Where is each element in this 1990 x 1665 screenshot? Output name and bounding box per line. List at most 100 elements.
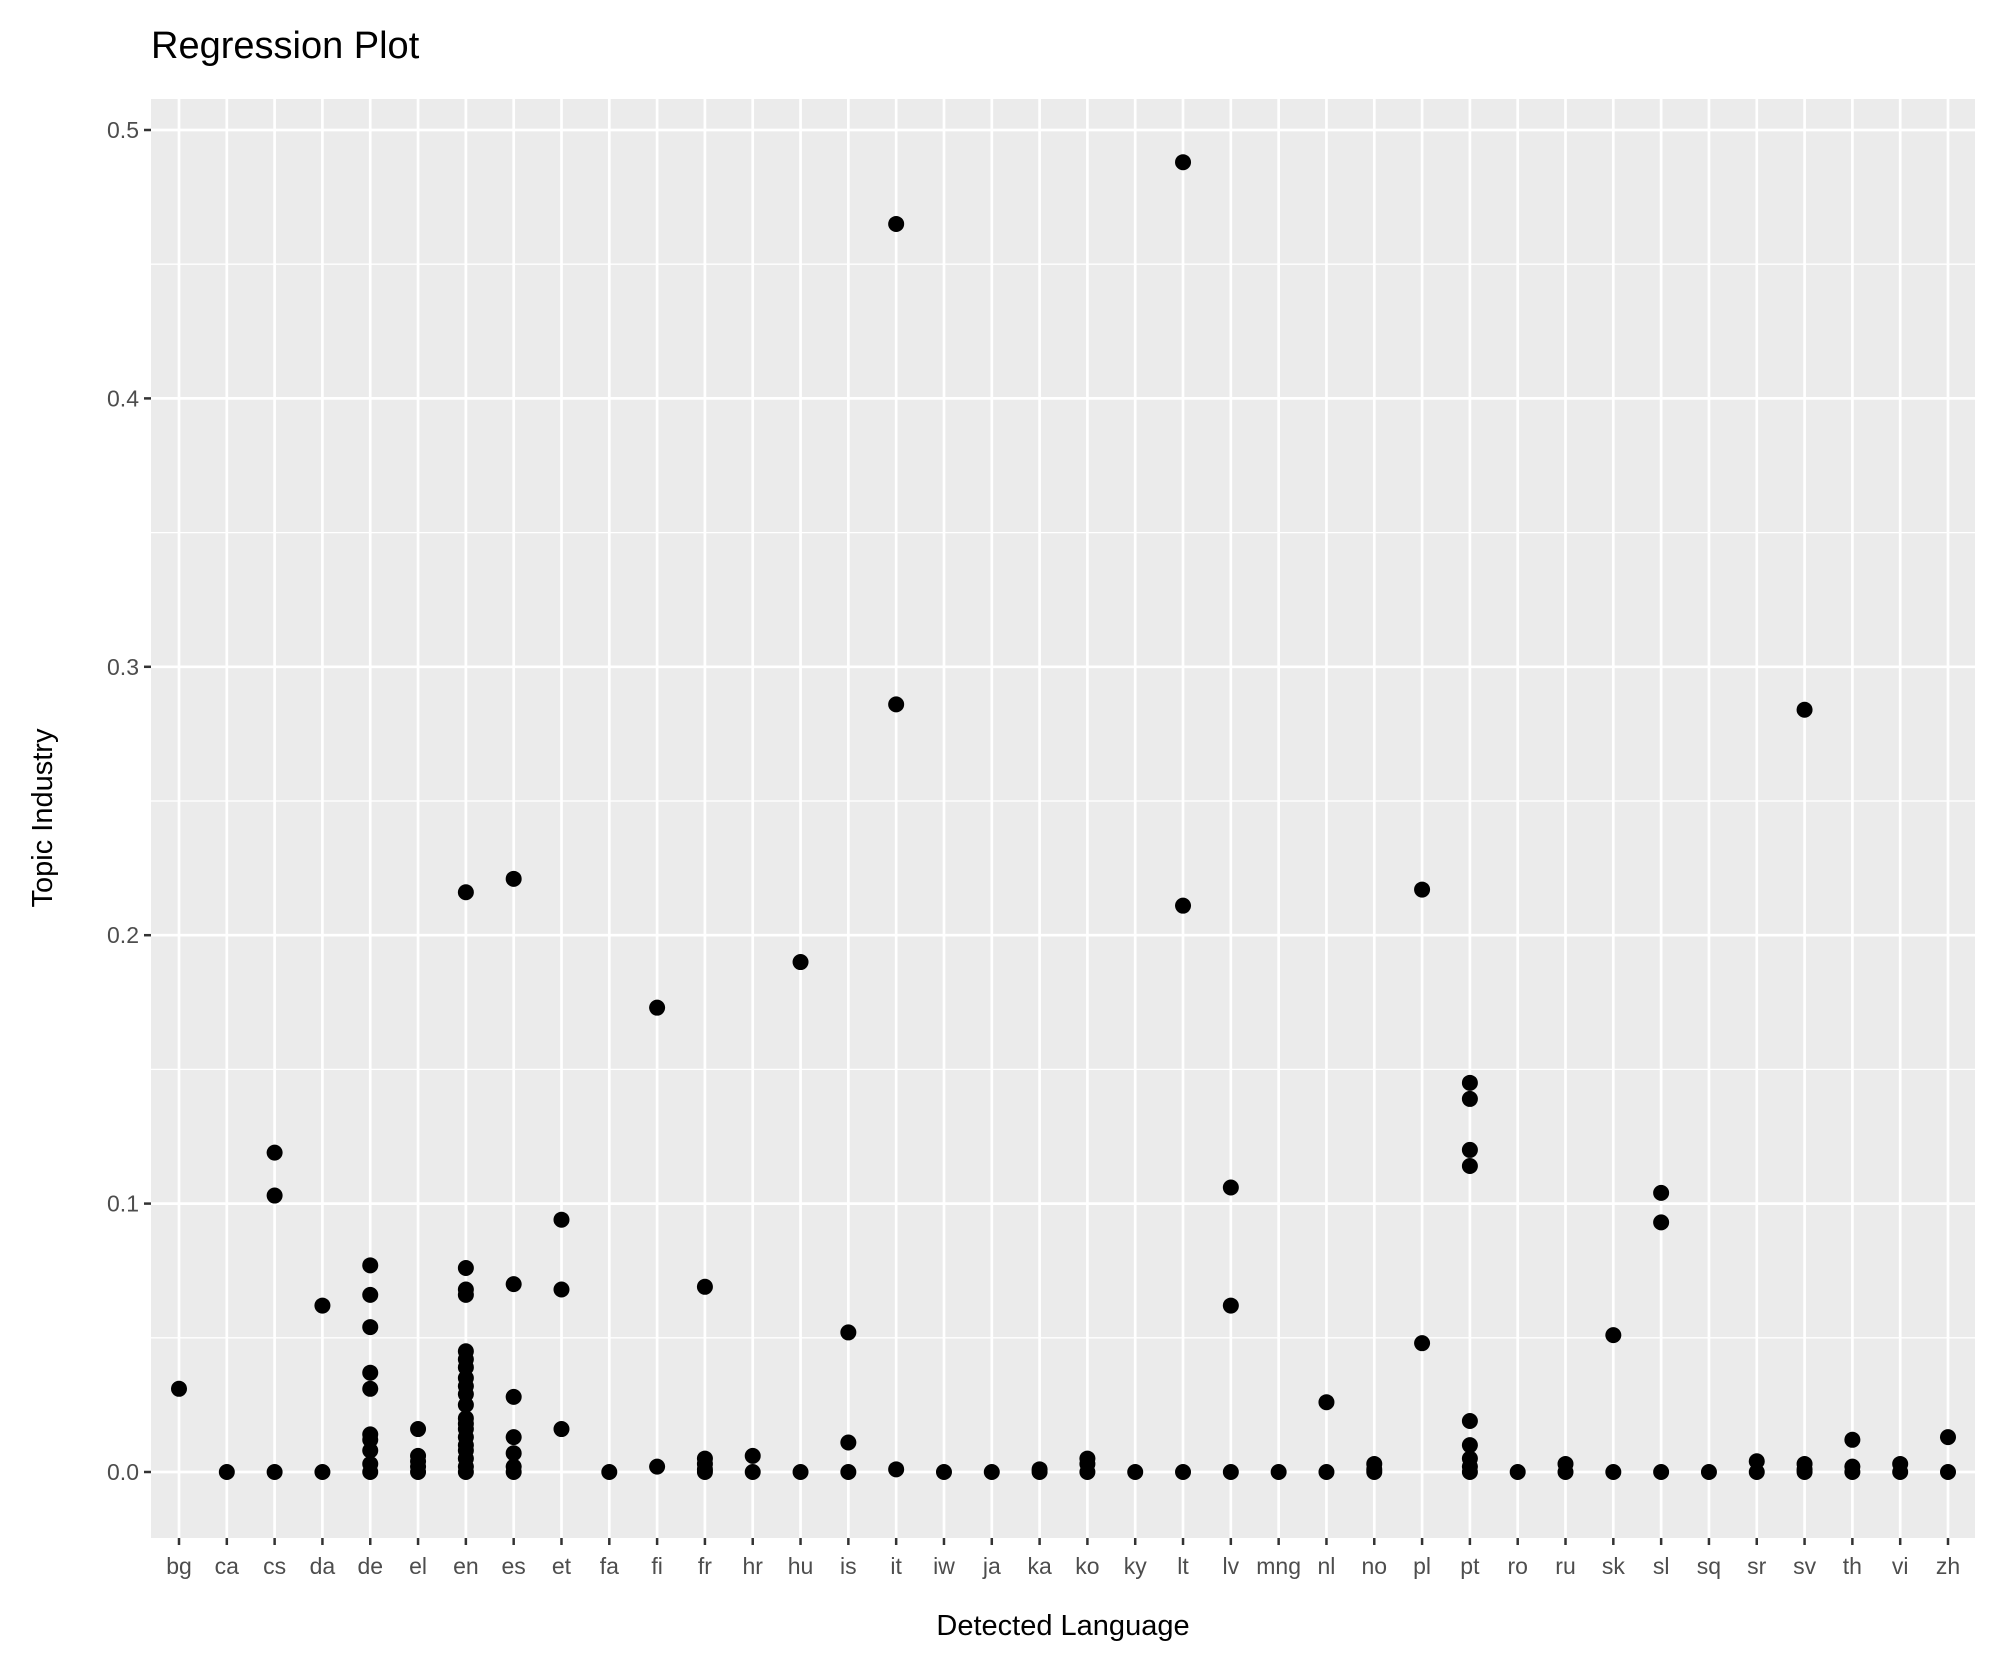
data-point-fr bbox=[696, 1464, 713, 1480]
data-point-hr bbox=[744, 1447, 761, 1464]
x-tick-label: is bbox=[840, 1553, 857, 1579]
data-point-de bbox=[362, 1286, 379, 1303]
data-point-pt bbox=[1461, 1090, 1478, 1107]
data-point-de bbox=[362, 1364, 379, 1381]
x-tick-label: nl bbox=[1318, 1553, 1336, 1579]
data-point-pl bbox=[1414, 1335, 1431, 1352]
data-point-is bbox=[840, 1434, 857, 1451]
data-point-es bbox=[505, 1388, 522, 1405]
data-point-ca bbox=[218, 1464, 235, 1480]
x-tick-label: fi bbox=[651, 1553, 663, 1579]
chart-title: Regression Plot bbox=[151, 25, 420, 67]
x-tick-label: sl bbox=[1653, 1553, 1670, 1579]
data-point-lv bbox=[1222, 1179, 1239, 1196]
data-points bbox=[171, 154, 1956, 1480]
x-tick-label: ky bbox=[1124, 1553, 1148, 1579]
x-tick-label: lt bbox=[1177, 1553, 1189, 1579]
data-point-es bbox=[505, 1445, 522, 1462]
x-tick-label: ro bbox=[1507, 1553, 1527, 1579]
data-point-pt bbox=[1461, 1074, 1478, 1091]
data-point-en bbox=[457, 1396, 474, 1413]
data-point-et bbox=[553, 1211, 570, 1228]
data-point-hu bbox=[792, 954, 809, 971]
data-point-sk bbox=[1605, 1327, 1622, 1344]
data-point-th bbox=[1844, 1464, 1861, 1480]
x-tick-label: vi bbox=[1892, 1553, 1909, 1579]
data-point-et bbox=[553, 1281, 570, 1298]
data-point-nl bbox=[1318, 1394, 1335, 1411]
data-point-cs bbox=[266, 1144, 283, 1161]
y-tick-label: 0.2 bbox=[107, 922, 139, 948]
data-point-de bbox=[362, 1464, 379, 1480]
x-tick-label: pt bbox=[1460, 1553, 1480, 1579]
x-tick-label: ka bbox=[1027, 1553, 1052, 1579]
x-axis-title: Detected Language bbox=[936, 1610, 1189, 1642]
data-point-en bbox=[457, 884, 474, 901]
data-point-sk bbox=[1605, 1464, 1622, 1480]
data-point-en bbox=[457, 1286, 474, 1303]
x-tick-label: mng bbox=[1256, 1553, 1301, 1579]
data-point-ky bbox=[1127, 1464, 1144, 1480]
data-point-pt bbox=[1461, 1464, 1478, 1480]
data-point-it bbox=[888, 215, 905, 232]
x-tick-label: ja bbox=[982, 1553, 1001, 1579]
x-axis: bg ca cs da de el en es et fa fi fr hr hu is it iw ja ka ko… bbox=[166, 1538, 1960, 1579]
plot-panel bbox=[151, 99, 1975, 1538]
data-point-lv bbox=[1222, 1297, 1239, 1314]
x-tick-label: th bbox=[1843, 1553, 1862, 1579]
x-tick-label: bg bbox=[166, 1553, 192, 1579]
x-tick-label: iw bbox=[933, 1553, 955, 1579]
data-point-el bbox=[410, 1421, 427, 1438]
x-tick-label: fa bbox=[600, 1553, 619, 1579]
data-point-sl bbox=[1653, 1464, 1670, 1480]
x-tick-label: de bbox=[357, 1553, 383, 1579]
x-tick-label: hr bbox=[743, 1553, 764, 1579]
x-tick-label: cs bbox=[263, 1553, 286, 1579]
data-point-fa bbox=[601, 1464, 618, 1480]
data-point-de bbox=[362, 1442, 379, 1459]
data-point-sl bbox=[1653, 1214, 1670, 1231]
x-tick-label: pl bbox=[1413, 1553, 1431, 1579]
data-point-bg bbox=[171, 1380, 187, 1397]
data-point-et bbox=[553, 1421, 570, 1438]
x-tick-label: ko bbox=[1075, 1553, 1099, 1579]
data-point-fi bbox=[649, 1458, 666, 1475]
data-point-lv bbox=[1222, 1464, 1239, 1480]
x-tick-label: lv bbox=[1223, 1553, 1240, 1579]
data-point-ro bbox=[1509, 1464, 1526, 1480]
data-point-ka bbox=[1031, 1464, 1048, 1480]
y-tick-label: 0.1 bbox=[107, 1191, 139, 1217]
data-point-pt bbox=[1461, 1437, 1478, 1454]
data-point-lt bbox=[1175, 154, 1192, 171]
x-tick-label: sv bbox=[1793, 1553, 1817, 1579]
data-point-hu bbox=[792, 1464, 809, 1480]
data-point-lt bbox=[1175, 897, 1192, 914]
data-point-de bbox=[362, 1319, 379, 1336]
data-point-no bbox=[1366, 1464, 1383, 1480]
data-point-sq bbox=[1700, 1464, 1717, 1480]
data-point-it bbox=[888, 696, 905, 713]
data-point-mng bbox=[1270, 1464, 1287, 1480]
data-point-de bbox=[362, 1380, 379, 1397]
x-tick-label: el bbox=[409, 1553, 427, 1579]
x-tick-label: da bbox=[310, 1553, 336, 1579]
x-tick-label: it bbox=[890, 1553, 902, 1579]
x-tick-label: sk bbox=[1602, 1553, 1626, 1579]
data-point-hr bbox=[744, 1464, 761, 1480]
data-point-zh bbox=[1940, 1464, 1956, 1480]
x-tick-label: en bbox=[453, 1553, 479, 1579]
y-tick-label: 0.5 bbox=[107, 117, 139, 143]
data-point-fi bbox=[649, 999, 666, 1016]
x-tick-label: et bbox=[552, 1553, 572, 1579]
x-tick-label: zh bbox=[1936, 1553, 1960, 1579]
data-point-es bbox=[505, 870, 522, 887]
data-point-pt bbox=[1461, 1413, 1478, 1430]
x-tick-label: sr bbox=[1747, 1553, 1767, 1579]
data-point-cs bbox=[266, 1187, 283, 1204]
data-point-da bbox=[314, 1464, 331, 1480]
data-point-ja bbox=[983, 1464, 1000, 1480]
data-point-en bbox=[457, 1260, 474, 1277]
data-point-ru bbox=[1557, 1464, 1574, 1480]
data-point-en bbox=[457, 1464, 474, 1480]
x-tick-label: es bbox=[502, 1553, 526, 1579]
